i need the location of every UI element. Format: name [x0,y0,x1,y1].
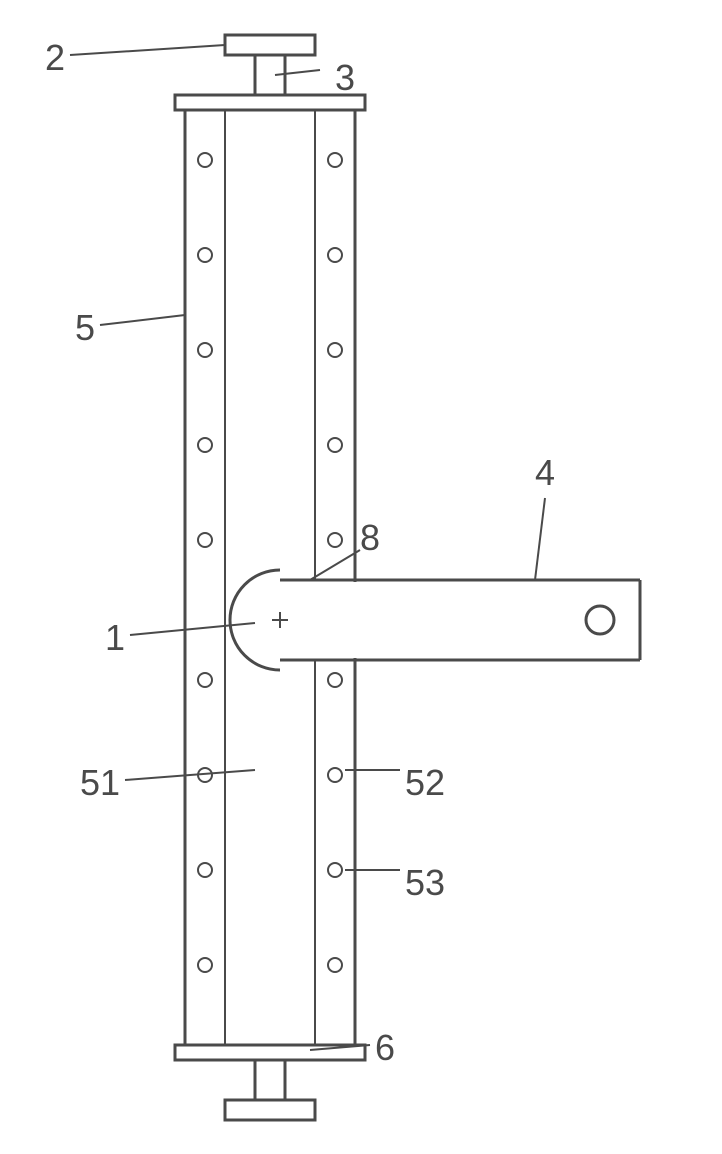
part-label-8: 8 [360,517,380,559]
part-label-6: 6 [375,1027,395,1069]
part-label-51: 51 [80,762,120,804]
part-label-1: 1 [105,617,125,659]
part-label-53: 53 [405,862,445,904]
part-label-3: 3 [335,57,355,99]
technical-diagram [0,0,722,1154]
part-label-5: 5 [75,307,95,349]
part-label-52: 52 [405,762,445,804]
part-label-2: 2 [45,37,65,79]
part-label-4: 4 [535,452,555,494]
